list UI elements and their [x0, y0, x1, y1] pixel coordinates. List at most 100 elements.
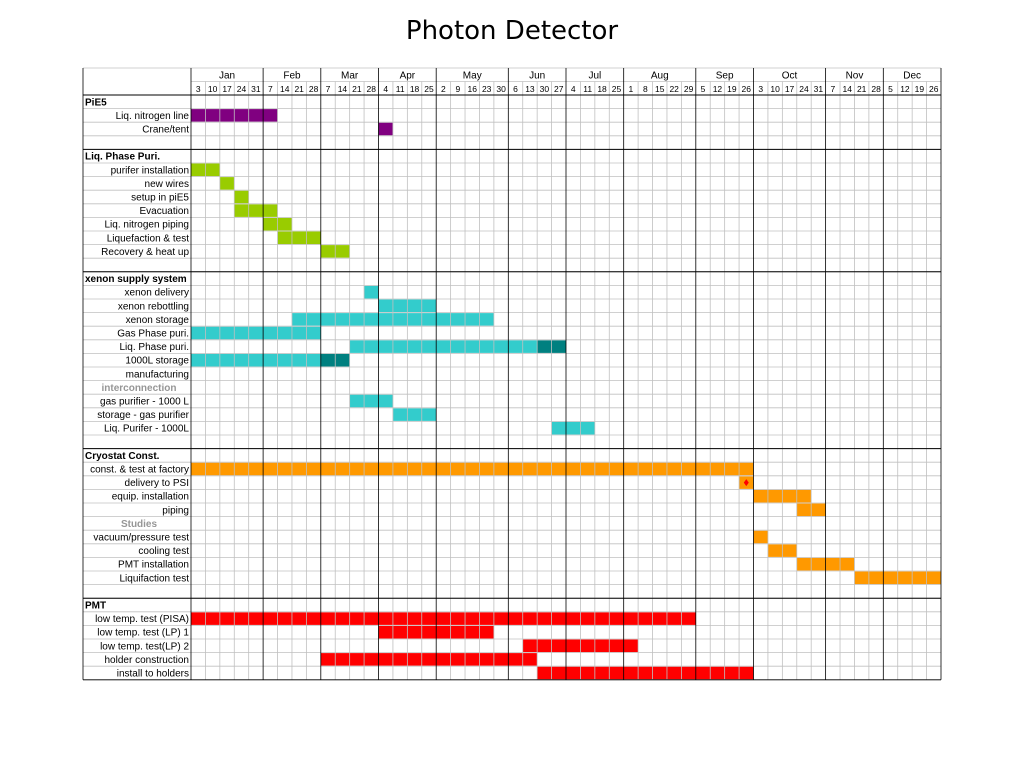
task-label: purifer installation — [111, 165, 189, 176]
task-label: vacuum/pressure test — [93, 533, 189, 544]
section-header: Cryostat Const. — [85, 451, 160, 462]
week-tick-label: 17 — [785, 84, 795, 94]
week-tick-label: 26 — [742, 84, 752, 94]
task-label: Crane/tent — [142, 125, 189, 136]
gantt-bar — [378, 122, 393, 136]
task-label: xenon delivery — [125, 288, 189, 299]
week-tick-label: 15 — [655, 84, 665, 94]
task-label: new wires — [145, 179, 189, 190]
week-tick-label: 17 — [222, 84, 232, 94]
task-label: Gas Phase puri. — [117, 329, 189, 340]
week-tick-label: 16 — [468, 84, 478, 94]
week-tick-label: 9 — [455, 84, 460, 94]
gantt-bar — [191, 326, 321, 340]
week-tick-label: 21 — [857, 84, 867, 94]
task-label: holder construction — [105, 655, 190, 666]
week-tick-label: 1 — [629, 84, 634, 94]
task-label: low temp. test (LP) 1 — [97, 628, 189, 639]
week-tick-label: 31 — [251, 84, 261, 94]
task-label: const. & test at factory — [90, 465, 189, 476]
week-tick-label: 30 — [496, 84, 506, 94]
task-label: Liquefaction & test — [107, 233, 189, 244]
week-tick-label: 14 — [338, 84, 348, 94]
week-tick-label: 6 — [513, 84, 518, 94]
week-tick-label: 18 — [410, 84, 420, 94]
task-label: Liq. Phase puri. — [120, 342, 190, 353]
week-tick-label: 27 — [554, 84, 564, 94]
gantt-bar — [191, 353, 321, 367]
week-tick-label: 7 — [268, 84, 273, 94]
task-label: Recovery & heat up — [101, 247, 189, 258]
week-tick-label: 8 — [643, 84, 648, 94]
subsection-label: Studies — [121, 519, 158, 530]
task-label: manufacturing — [126, 369, 189, 380]
gantt-bar — [349, 340, 538, 353]
month-label: Nov — [846, 71, 864, 82]
week-tick-label: 3 — [196, 84, 201, 94]
section-header: xenon supply system — [85, 274, 187, 285]
month-label: Feb — [283, 71, 301, 82]
gantt-bar — [753, 530, 768, 544]
week-tick-label: 11 — [396, 84, 405, 94]
gantt-bar — [551, 421, 595, 435]
month-label: Dec — [903, 71, 921, 82]
week-tick-label: 5 — [701, 84, 706, 94]
week-tick-label: 5 — [888, 84, 893, 94]
gantt-bar — [234, 190, 249, 204]
task-label: xenon storage — [126, 315, 190, 326]
task-label: storage - gas purifier — [97, 410, 189, 421]
section-header: Liq. Phase Puri. — [85, 152, 160, 163]
task-label: delivery to PSI — [125, 478, 189, 489]
task-label: Evacuation — [140, 206, 189, 217]
gantt-bar — [349, 394, 393, 408]
task-label: PMT installation — [118, 560, 189, 571]
gantt-bar — [320, 653, 538, 666]
week-tick-label: 3 — [758, 84, 763, 94]
task-label: setup in piE5 — [131, 193, 189, 204]
gantt-bar — [364, 285, 379, 299]
task-label: piping — [162, 505, 189, 516]
week-tick-label: 21 — [352, 84, 362, 94]
month-label: Apr — [400, 71, 416, 82]
week-tick-label: 24 — [237, 84, 247, 94]
task-label: install to holders — [117, 669, 189, 680]
week-tick-label: 23 — [482, 84, 492, 94]
task-label: Liq. nitrogen piping — [104, 220, 189, 231]
gantt-bar — [191, 612, 696, 625]
task-label: 1000L storage — [125, 356, 189, 367]
month-label: Jun — [529, 71, 545, 82]
week-tick-label: 19 — [915, 84, 925, 94]
week-tick-label: 22 — [669, 84, 679, 94]
gantt-bar — [392, 408, 437, 421]
task-label: low temp. test (PISA) — [95, 614, 189, 625]
week-tick-label: 11 — [583, 84, 592, 94]
task-label: cooling test — [138, 546, 189, 557]
week-tick-label: 12 — [713, 84, 723, 94]
week-tick-label: 21 — [294, 84, 304, 94]
task-label: gas purifier - 1000 L — [100, 397, 189, 408]
task-label: low temp. test(LP) 2 — [100, 641, 189, 652]
month-label: Sep — [716, 71, 734, 82]
month-label: Aug — [651, 71, 669, 82]
task-label: equip. installation — [112, 492, 189, 503]
week-tick-label: 7 — [326, 84, 331, 94]
week-tick-label: 28 — [871, 84, 881, 94]
week-tick-label: 25 — [424, 84, 434, 94]
month-label: Jan — [219, 71, 235, 82]
task-label: Liq. Purifer - 1000L — [104, 424, 189, 435]
week-tick-label: 2 — [441, 84, 446, 94]
task-label: Liquifaction test — [120, 573, 190, 584]
gantt-bar — [191, 462, 754, 476]
week-tick-label: 28 — [367, 84, 377, 94]
week-tick-label: 14 — [280, 84, 290, 94]
week-tick-label: 12 — [900, 84, 910, 94]
week-tick-label: 10 — [208, 84, 218, 94]
week-tick-label: 26 — [929, 84, 939, 94]
month-label: Oct — [782, 71, 798, 82]
week-tick-label: 18 — [597, 84, 607, 94]
week-tick-label: 29 — [684, 84, 694, 94]
week-tick-label: 31 — [814, 84, 824, 94]
month-label: May — [463, 71, 482, 82]
task-label: xenon rebottling — [118, 301, 189, 312]
